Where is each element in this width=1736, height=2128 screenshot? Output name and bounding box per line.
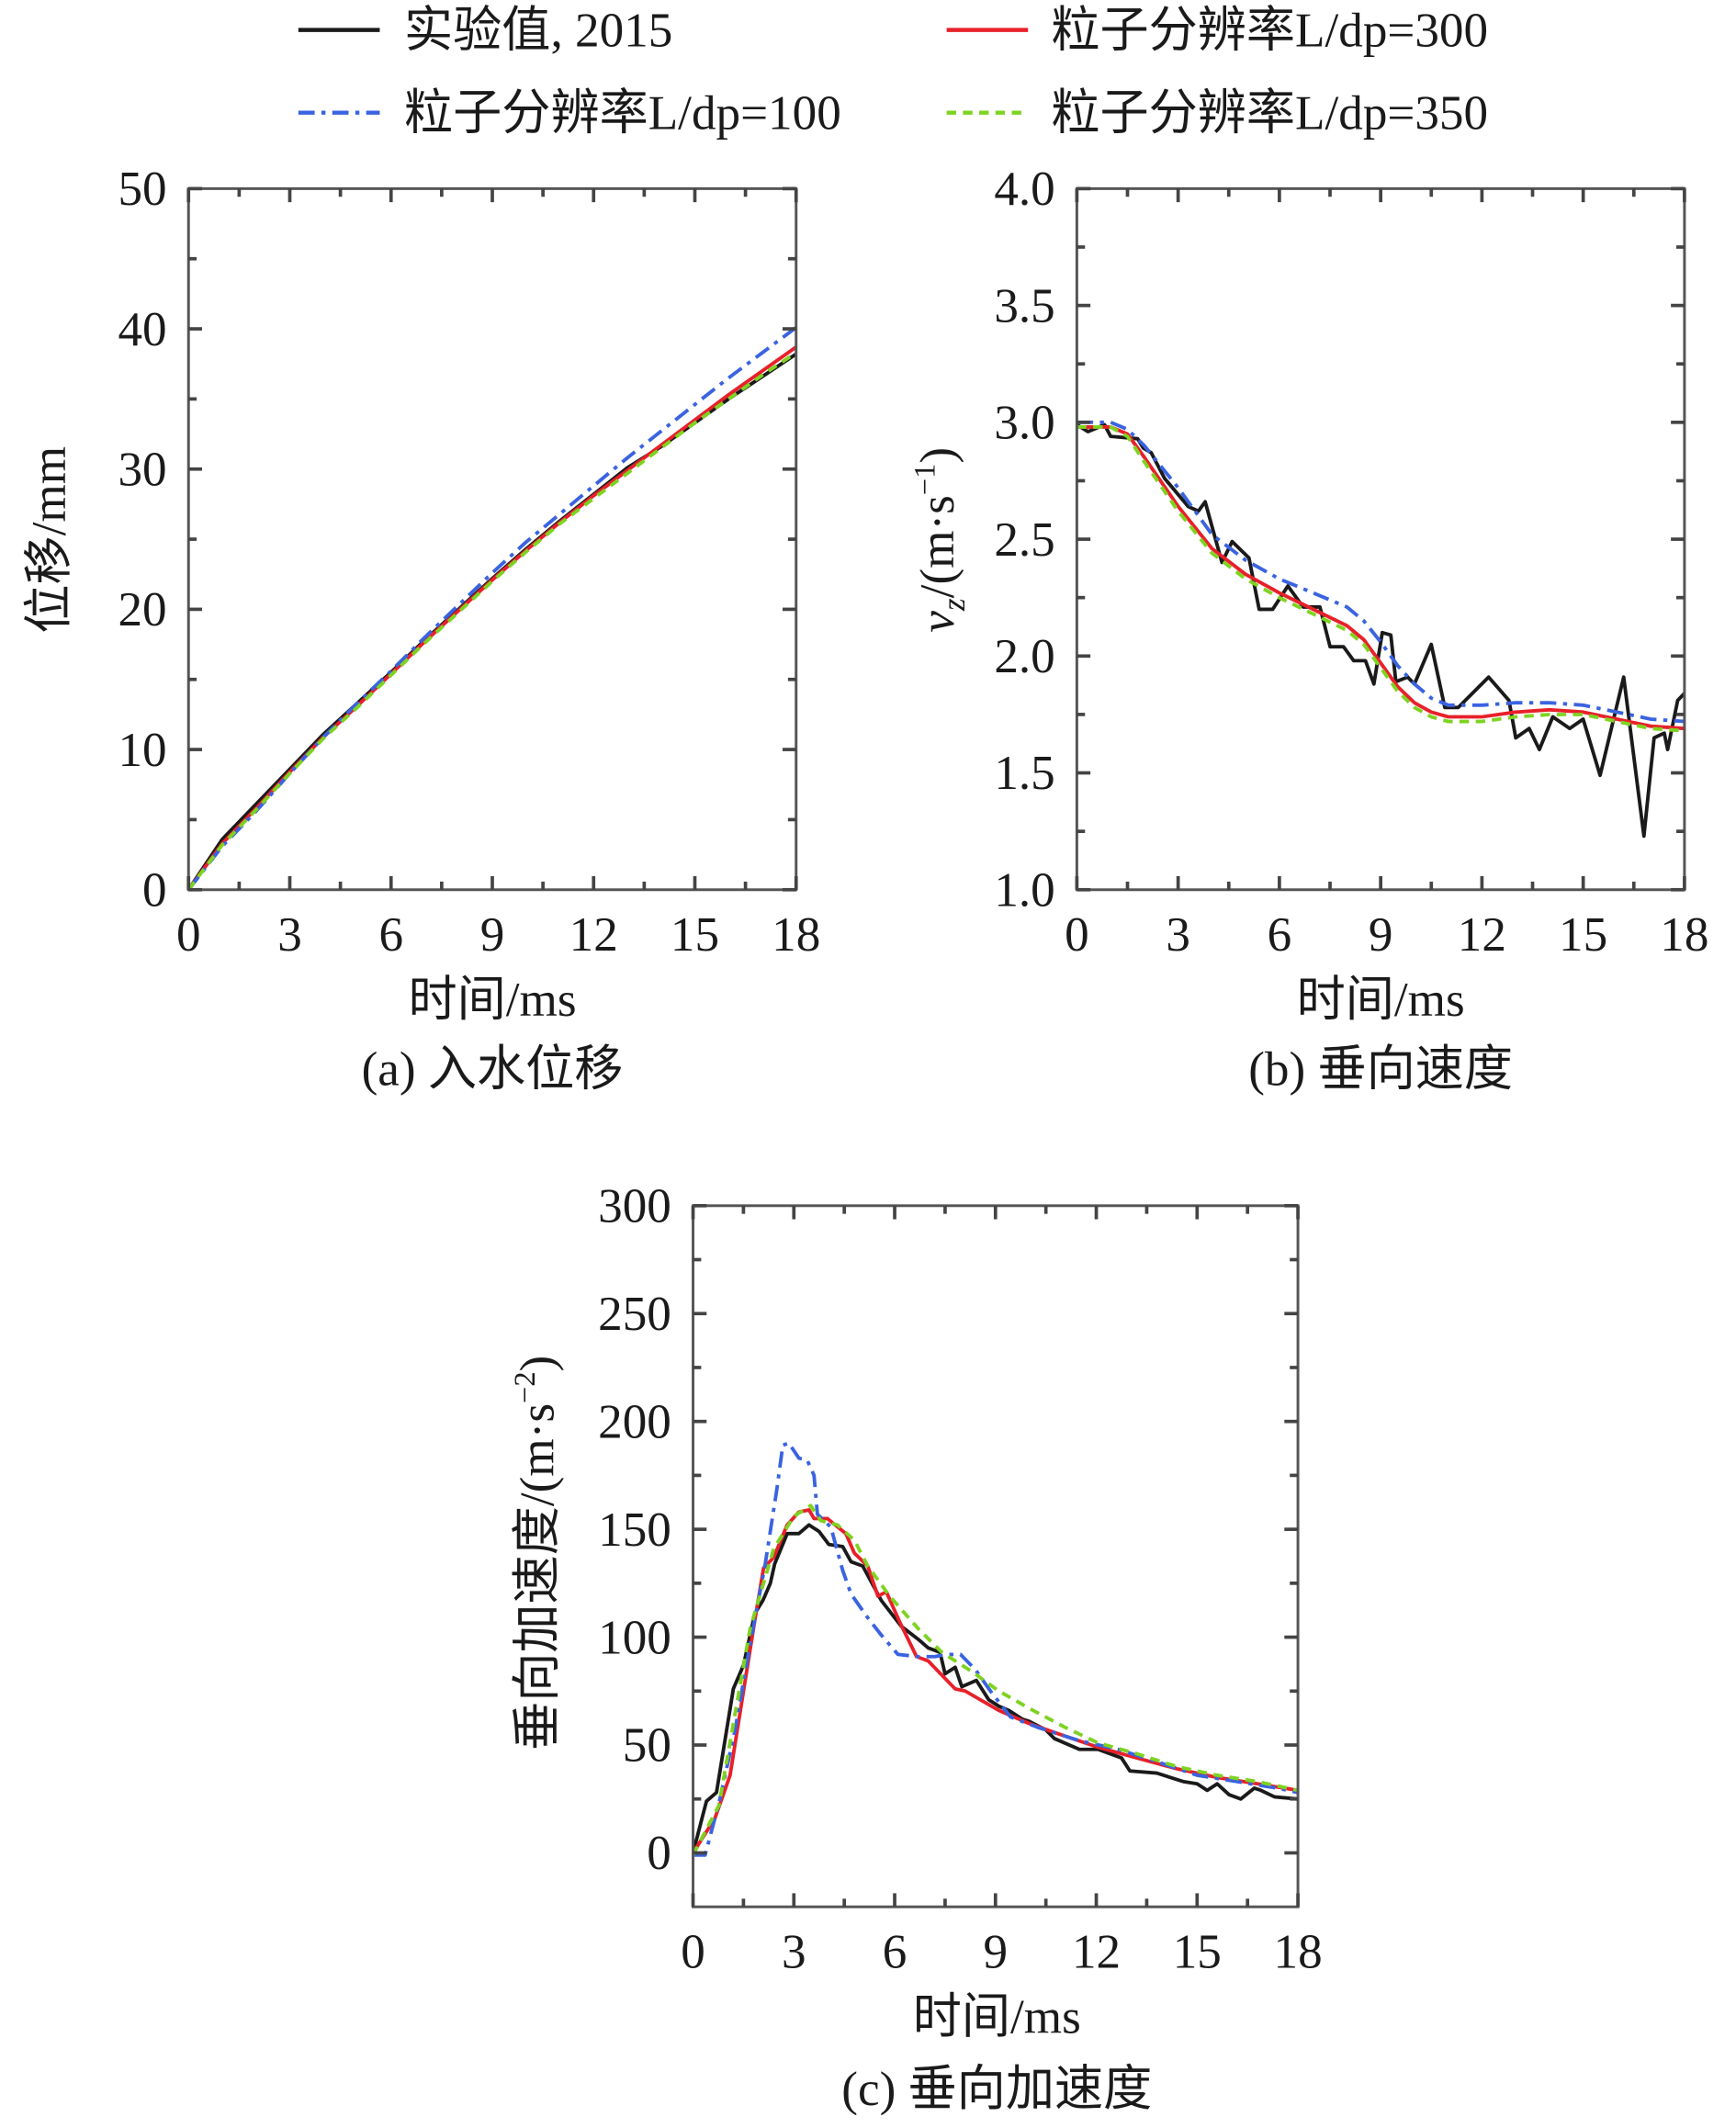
ylabel-b-v: v bbox=[911, 611, 964, 633]
y-tick-label: 40 bbox=[118, 303, 166, 356]
series-line-experiment bbox=[693, 1523, 1299, 1853]
y-tick-label: 20 bbox=[118, 583, 166, 636]
legend-item-experiment: 实验值, 2015 bbox=[298, 4, 672, 57]
series-line-dp350 bbox=[1077, 425, 1685, 733]
x-axis-label-a: 时间/ms bbox=[408, 974, 576, 1027]
y-tick-label: 10 bbox=[118, 724, 166, 777]
legend: 实验值, 2015 粒子分辨率L/dp=300 粒子分辨率L/dp=100 粒子… bbox=[298, 4, 1488, 140]
y-tick-label: 1.5 bbox=[994, 747, 1054, 800]
x-tick-label: 9 bbox=[1369, 908, 1393, 962]
series-line-dp300 bbox=[693, 1508, 1299, 1854]
x-tick-label: 9 bbox=[480, 908, 505, 962]
y-tick-label: 4.0 bbox=[994, 163, 1054, 216]
ylabel-b-close: ) bbox=[911, 447, 964, 464]
y-tick-label: 250 bbox=[598, 1288, 671, 1341]
x-tick-label: 6 bbox=[1268, 908, 1292, 962]
x-tick-label: 12 bbox=[1458, 908, 1506, 962]
chart-velocity: 0 3 6 9 12 15 18 1.0 1.5 2.0 2.5 3.0 3.5 4.0 bbox=[994, 163, 1708, 962]
legend-item-dp350: 粒子分辨率L/dp=350 bbox=[946, 86, 1488, 140]
y-tick-label: 150 bbox=[598, 1503, 671, 1557]
caption-a: (a) 入水位移 bbox=[362, 1042, 624, 1096]
x-tick-label: 0 bbox=[681, 1926, 705, 1979]
series-line-dp350 bbox=[188, 351, 796, 890]
ylabel-c-exp: −2 bbox=[509, 1371, 542, 1403]
legend-label-dp300: 粒子分辨率L/dp=300 bbox=[1051, 4, 1488, 57]
x-tick-label: 18 bbox=[772, 908, 820, 962]
caption-c: (c) 垂向加速度 bbox=[841, 2063, 1152, 2116]
y-axis-label-a: 位移/mm bbox=[23, 446, 76, 634]
ylabel-b-exp: −1 bbox=[908, 464, 941, 496]
y-tick-label: 50 bbox=[118, 163, 166, 216]
y-tick-label: 0 bbox=[142, 863, 167, 917]
x-tick-label: 12 bbox=[1072, 1926, 1121, 1979]
x-tick-label: 6 bbox=[378, 908, 403, 962]
chart-displacement: 0 3 6 9 12 15 18 0 10 20 30 40 50 bbox=[118, 163, 820, 962]
x-tick-label: 3 bbox=[277, 908, 302, 962]
y-tick-label: 100 bbox=[598, 1611, 671, 1664]
x-axis-label-c: 时间/ms bbox=[913, 1991, 1081, 2044]
x-tick-label: 9 bbox=[984, 1926, 1009, 1979]
y-tick-label: 3.5 bbox=[994, 279, 1054, 332]
series-line-dp100 bbox=[188, 326, 796, 890]
y-axis-label-b: vz/(m·s−1) bbox=[908, 447, 971, 633]
chart-acceleration: 0 3 6 9 12 15 18 0 50 100 150 200 250 300 bbox=[598, 1180, 1322, 1979]
y-axis-label-c: 垂向加速度/(m·s−2) bbox=[509, 1356, 565, 1751]
x-tick-label: 0 bbox=[1065, 908, 1089, 962]
series-line-dp350 bbox=[693, 1503, 1299, 1856]
y-tick-label: 2.5 bbox=[994, 513, 1054, 567]
legend-label-experiment: 实验值, 2015 bbox=[404, 4, 672, 57]
legend-item-dp100: 粒子分辨率L/dp=100 bbox=[298, 86, 841, 140]
x-tick-label: 3 bbox=[1166, 908, 1190, 962]
x-tick-label: 18 bbox=[1660, 908, 1708, 962]
caption-b: (b) 垂向速度 bbox=[1248, 1042, 1513, 1096]
ylabel-c-main: 垂向加速度/(m·s bbox=[511, 1403, 564, 1751]
y-tick-label: 0 bbox=[647, 1827, 671, 1880]
y-tick-label: 2.0 bbox=[994, 630, 1054, 683]
series-line-dp100 bbox=[1077, 420, 1685, 724]
y-tick-label: 50 bbox=[623, 1719, 671, 1773]
y-tick-label: 300 bbox=[598, 1180, 671, 1233]
x-tick-label: 15 bbox=[671, 908, 719, 962]
x-tick-label: 0 bbox=[176, 908, 201, 962]
x-axis-label-b: 时间/ms bbox=[1297, 974, 1465, 1027]
x-tick-label: 6 bbox=[883, 1926, 907, 1979]
x-tick-label: 18 bbox=[1273, 1926, 1322, 1979]
legend-item-dp300: 粒子分辨率L/dp=300 bbox=[946, 4, 1488, 57]
x-tick-label: 15 bbox=[1173, 1926, 1222, 1979]
series-line-dp300 bbox=[1077, 425, 1685, 731]
ylabel-b-sub: z bbox=[935, 598, 972, 612]
y-tick-label: 30 bbox=[118, 443, 166, 496]
x-tick-label: 15 bbox=[1559, 908, 1607, 962]
x-tick-label: 3 bbox=[782, 1926, 806, 1979]
series-line-dp100 bbox=[693, 1441, 1299, 1857]
y-tick-label: 1.0 bbox=[994, 863, 1054, 917]
x-tick-label: 12 bbox=[569, 908, 618, 962]
y-tick-label: 200 bbox=[598, 1395, 671, 1448]
legend-label-dp350: 粒子分辨率L/dp=350 bbox=[1051, 86, 1488, 140]
legend-label-dp100: 粒子分辨率L/dp=100 bbox=[404, 86, 841, 140]
ylabel-b-unit: /(m·s bbox=[911, 495, 964, 598]
ylabel-c-close: ) bbox=[511, 1356, 564, 1372]
y-tick-label: 3.0 bbox=[994, 397, 1054, 450]
